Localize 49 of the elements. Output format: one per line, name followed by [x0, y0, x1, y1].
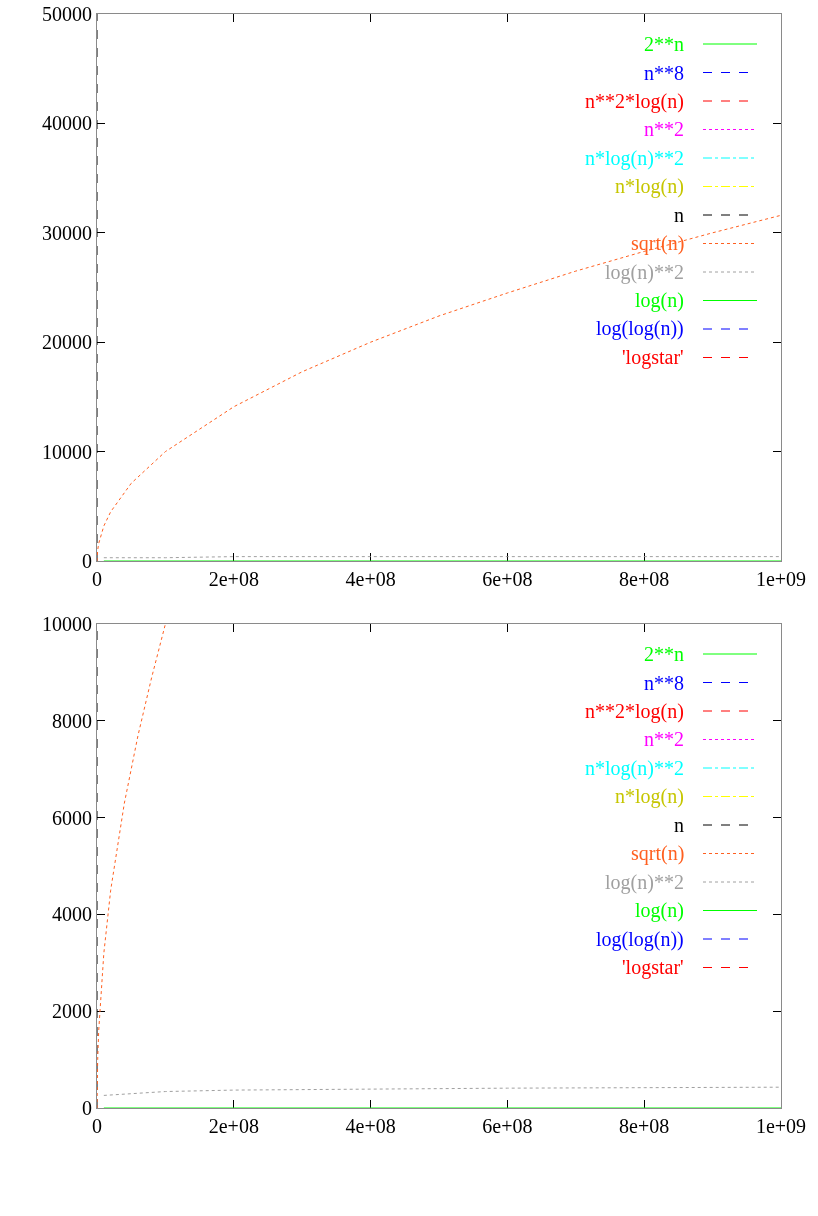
- y-tick-label: 10000: [42, 440, 92, 463]
- legend-label: n*log(n)**2: [585, 147, 684, 170]
- legend-label: n: [674, 204, 684, 226]
- x-tick-label: 4e+08: [345, 1115, 396, 1137]
- y-tick-label: 30000: [42, 221, 92, 244]
- legend-label: log(log(n)): [596, 317, 684, 340]
- y-tick-label: 2000: [52, 1000, 92, 1023]
- legend-label: n**2*log(n): [585, 90, 684, 113]
- legend-label: sqrt(n): [631, 232, 685, 255]
- y-tick-label: 0: [82, 1097, 92, 1119]
- line-series: [97, 214, 781, 561]
- x-tick-label: 6e+08: [482, 568, 533, 590]
- legend-label: log(n)**2: [605, 261, 684, 284]
- y-tick-label: 50000: [42, 3, 92, 25]
- x-tick-label: 2e+08: [208, 1115, 259, 1137]
- legend-label: 'logstar': [622, 956, 684, 979]
- y-tick-label: 0: [82, 550, 92, 572]
- x-tick-label: 8e+08: [619, 1115, 670, 1137]
- y-tick-label: 40000: [42, 112, 92, 135]
- x-tick-label: 1e+09: [755, 568, 807, 590]
- legend-label: n**8: [644, 672, 684, 694]
- line-series: [103, 1086, 781, 1096]
- x-tick-label: 8e+08: [619, 568, 670, 590]
- x-tick-label: 4e+08: [345, 568, 396, 590]
- legend-label: n**2*log(n): [585, 700, 684, 723]
- legend-label: 'logstar': [622, 346, 684, 369]
- y-tick-label: 8000: [52, 709, 92, 732]
- y-tick-label: 6000: [52, 806, 92, 829]
- y-tick-label: 10000: [42, 613, 92, 635]
- x-tick-label: 2e+08: [208, 568, 259, 590]
- legend-label: sqrt(n): [631, 842, 685, 865]
- legend-label: n**8: [644, 62, 684, 84]
- legend-label: n: [674, 814, 684, 836]
- x-tick-label: 6e+08: [482, 1115, 533, 1137]
- legend-label: log(log(n)): [596, 928, 684, 951]
- legend-label: log(n): [635, 289, 684, 312]
- legend-label: log(n): [635, 899, 684, 922]
- y-tick-label: 20000: [42, 331, 92, 354]
- legend-label: log(n)**2: [605, 871, 684, 894]
- legend-label: n**2: [644, 118, 684, 140]
- legend-label: n**2: [644, 728, 684, 750]
- legend-label: 2**n: [644, 643, 684, 665]
- line-series: [97, 624, 166, 1108]
- legend-label: n*log(n): [615, 175, 684, 198]
- x-tick-label: 1e+09: [755, 1115, 807, 1137]
- legend-label: n*log(n): [615, 785, 684, 808]
- legend-label: n*log(n)**2: [585, 757, 684, 780]
- y-tick-label: 4000: [52, 903, 92, 926]
- legend-label: 2**n: [644, 33, 684, 55]
